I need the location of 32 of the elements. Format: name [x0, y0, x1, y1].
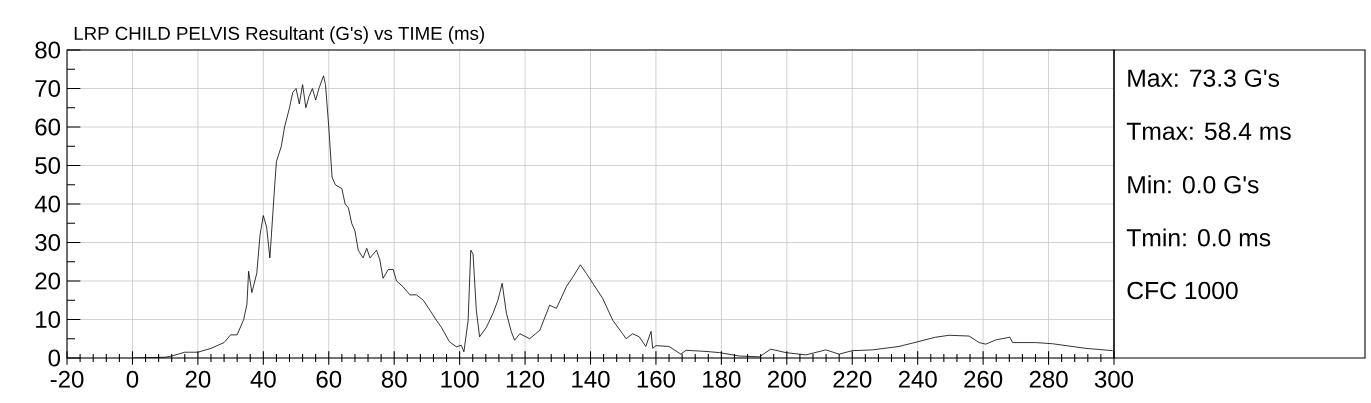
text: Max: 73.3 G's	[1128, 69, 1280, 87]
y-tick-label: 30	[35, 233, 61, 251]
text: Min: 0.0 G's	[1128, 175, 1259, 194]
text: Tmin: 0.0 ms	[1126, 228, 1271, 247]
y-tick-label: 10	[36, 310, 61, 328]
y-tick-label: 60	[35, 118, 61, 136]
x-tick-label: 100	[441, 370, 479, 388]
x-tick-label: 300	[1094, 370, 1134, 388]
chart-title: LRP CHILD PELVIS Resultant (G's) vs TIME (ms)	[74, 26, 484, 44]
x-tick-label: 40	[250, 370, 276, 388]
x-tick-label: 260	[964, 370, 1003, 388]
y-tick-label: 80	[35, 41, 61, 59]
x-tick-label: 0	[126, 370, 139, 388]
y-tick-label: 50	[35, 156, 61, 174]
x-tick-label: 220	[833, 370, 872, 388]
y-tick-label: 40	[34, 195, 61, 213]
x-tick-label: 200	[768, 370, 806, 388]
x-tick-label: 140	[572, 370, 610, 388]
x-tick-label: 180	[703, 370, 741, 388]
x-tick-label: -20	[50, 370, 84, 388]
text: Tmax: 58.4 ms	[1126, 122, 1291, 140]
x-tick-label: 80	[381, 370, 407, 388]
x-tick-label: 160	[637, 370, 676, 388]
x-tick-label: 20	[185, 370, 211, 388]
x-tick-label: 240	[898, 370, 937, 388]
y-tick-label: 0	[48, 349, 61, 367]
text: CFC 1000	[1127, 281, 1238, 300]
x-tick-label: 280	[1029, 370, 1068, 388]
x-tick-label: 60	[316, 370, 342, 388]
x-tick-label: 120	[506, 370, 545, 388]
y-tick-label: 20	[35, 272, 61, 290]
y-tick-label: 70	[35, 79, 61, 97]
